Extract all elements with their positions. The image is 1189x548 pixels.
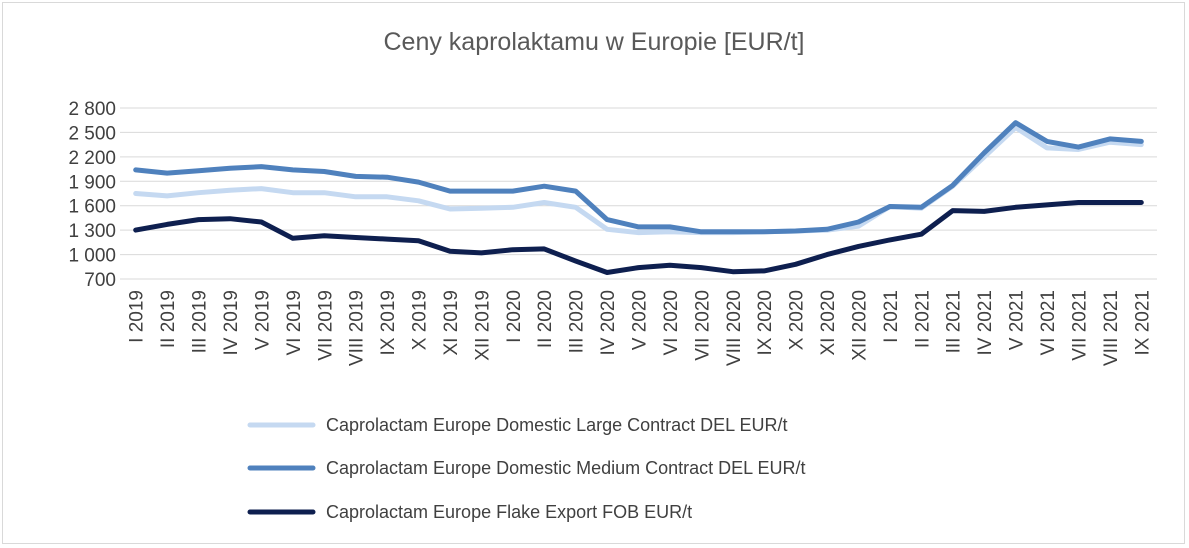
series-line-3 <box>133 200 1144 275</box>
x-tick-label: VI 2019 <box>284 290 305 356</box>
x-tick-label: II 2019 <box>158 290 179 348</box>
legend-label: Caprolactam Europe Domestic Medium Contr… <box>326 458 806 478</box>
series-line-1 <box>133 125 1144 236</box>
x-tick-label: VI 2020 <box>661 290 682 356</box>
x-tick-label: IX 2021 <box>1132 290 1153 356</box>
x-tick-label: V 2021 <box>1007 290 1028 350</box>
x-axis-ticks: I 2019 II 2019 III 2019 IV 2019 V 2019 VI 201… <box>127 290 1154 366</box>
x-tick-label: IV 2019 <box>221 290 242 356</box>
x-tick-label: VI 2021 <box>1038 290 1059 356</box>
series-lines <box>133 120 1144 275</box>
x-tick-label: XII 2020 <box>849 290 870 361</box>
x-tick-label: III 2019 <box>190 290 211 353</box>
x-tick-label: XI 2019 <box>441 290 462 356</box>
x-tick-label: X 2019 <box>410 290 431 350</box>
x-tick-label: IV 2021 <box>975 290 996 356</box>
x-tick-label: VII 2021 <box>1069 290 1090 361</box>
x-tick-label: I 2021 <box>881 290 902 343</box>
x-tick-label: X 2020 <box>787 290 808 350</box>
x-tick-label: V 2020 <box>630 290 651 350</box>
y-tick-label: 2 800 <box>68 99 116 120</box>
legend-label: Caprolactam Europe Flake Export FOB EUR/… <box>326 502 692 522</box>
x-tick-label: III 2021 <box>944 290 965 353</box>
x-tick-label: IV 2020 <box>598 290 619 356</box>
x-tick-label: II 2021 <box>912 290 933 348</box>
x-tick-label: VIII 2021 <box>1101 290 1122 366</box>
legend-label: Caprolactam Europe Domestic Large Contra… <box>326 415 788 435</box>
y-axis-ticks: 700 1 000 1 300 1 600 1 900 2 200 2 500 2 800 <box>68 99 116 291</box>
y-tick-label: 2 200 <box>68 148 116 169</box>
x-tick-label: II 2020 <box>535 290 556 348</box>
y-tick-label: 700 <box>84 270 116 291</box>
y-tick-label: 2 500 <box>68 123 116 144</box>
x-tick-label: VIII 2020 <box>724 290 745 366</box>
chart-title: Ceny kaprolaktamu w Europie [EUR/t] <box>383 28 804 56</box>
x-tick-label: I 2020 <box>504 290 525 343</box>
x-tick-label: V 2019 <box>252 290 273 350</box>
y-tick-label: 1 300 <box>68 221 116 242</box>
y-tick-label: 1 900 <box>68 172 116 193</box>
y-tick-label: 1 000 <box>68 246 116 267</box>
x-tick-label: IX 2019 <box>378 290 399 356</box>
x-tick-label: XI 2020 <box>818 290 839 356</box>
series-line-2 <box>133 120 1144 235</box>
legend: Caprolactam Europe Domestic Large Contra… <box>247 415 806 522</box>
x-tick-label: VII 2020 <box>692 290 713 361</box>
x-tick-label: III 2020 <box>567 290 588 353</box>
x-tick-label: VIII 2019 <box>347 290 368 366</box>
y-tick-label: 1 600 <box>68 197 116 218</box>
x-tick-label: IX 2020 <box>755 290 776 356</box>
x-tick-label: VII 2019 <box>315 290 336 361</box>
x-tick-label: I 2019 <box>127 290 148 343</box>
x-tick-label: XII 2019 <box>472 290 493 361</box>
